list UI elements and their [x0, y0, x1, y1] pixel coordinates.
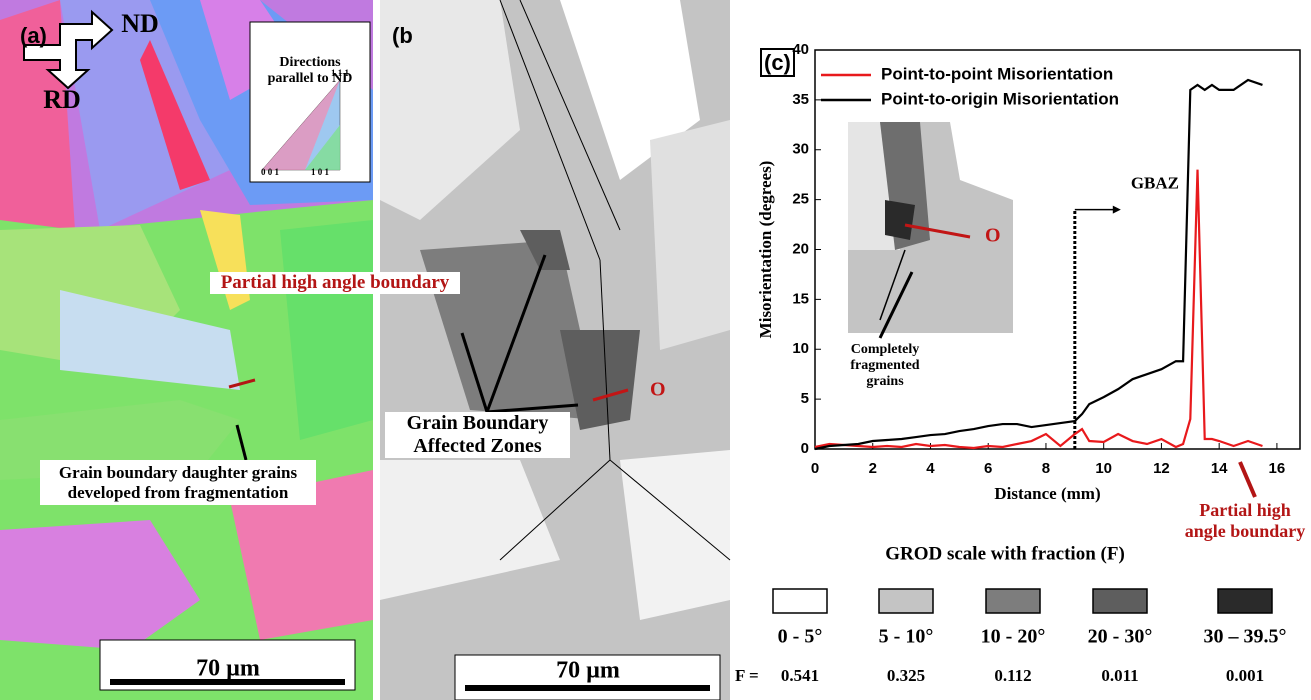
ipf-label: 1 0 1	[311, 167, 330, 177]
scale-bar-label: 70 µm	[196, 656, 260, 682]
y-axis-label: Misorientation (degrees)	[756, 161, 775, 339]
grod-fraction: 0.001	[1226, 666, 1264, 685]
nd-label: ND	[121, 9, 159, 38]
x-tick-label: 6	[984, 460, 992, 477]
x-tick-label: 8	[1042, 460, 1050, 477]
origin-label: O	[650, 379, 666, 401]
x-tick-label: 10	[1095, 460, 1112, 477]
x-tick-label: 0	[811, 460, 819, 477]
boundary-annotation: Partial high angle boundary	[1180, 500, 1310, 541]
ipf-label: 0 0 1	[261, 167, 280, 177]
grod-title: GROD scale with fraction (F)	[885, 543, 1125, 564]
x-tick-label: 14	[1211, 460, 1228, 477]
scale-bar-label: 70 µm	[556, 658, 620, 684]
inset-origin: O	[985, 225, 1001, 247]
x-tick-label: 12	[1153, 460, 1170, 477]
legend-label: Point-to-point Misorientation	[881, 64, 1113, 83]
panel-label-text: (c)	[764, 50, 791, 75]
grod-range: 5 - 10°	[879, 626, 934, 648]
grod-fraction: 0.011	[1101, 666, 1138, 685]
annotation: Grain Boundary Affected Zones	[385, 412, 570, 458]
x-tick-label: 2	[869, 460, 877, 477]
x-axis-label: Distance (mm)	[994, 484, 1100, 503]
grod-range: 30 – 39.5°	[1204, 626, 1287, 648]
legend-label: Point-to-origin Misorientation	[881, 89, 1119, 108]
x-tick-label: 4	[926, 460, 935, 477]
annotation: Partial high angle boundary	[210, 272, 460, 294]
grod-range: 20 - 30°	[1088, 626, 1153, 648]
page: { "panel_a": {"label": "(a)", "nd": "ND"…	[0, 0, 1311, 700]
ipf-title: Directions parallel to ND	[255, 55, 365, 87]
y-tick-label: 0	[801, 440, 809, 457]
grod-fraction: 0.541	[781, 666, 819, 685]
grod-swatch	[986, 589, 1040, 613]
panel-label: (c)	[760, 48, 795, 77]
inset-annotation: Completely fragmented grains	[835, 342, 935, 390]
rd-label: RD	[43, 85, 81, 114]
grod-range: 10 - 20°	[981, 626, 1046, 648]
grod-swatch	[879, 589, 933, 613]
gbaz-arrowhead	[1113, 206, 1121, 214]
gbaz-label: GBAZ	[1131, 174, 1179, 193]
boundary-arrow	[1240, 462, 1255, 497]
y-tick-label: 35	[792, 91, 809, 108]
panel-label: (a)	[20, 23, 47, 48]
y-tick-label: 20	[792, 240, 809, 257]
fraction-label: F =	[735, 666, 759, 685]
grod-swatch	[1093, 589, 1147, 613]
y-tick-label: 10	[792, 340, 809, 357]
y-tick-label: 15	[792, 290, 809, 307]
grod-map	[380, 0, 730, 700]
grod-swatch	[1218, 589, 1272, 613]
figure: 05101520253035400246810121416Distance (m…	[0, 0, 1311, 700]
grod-swatch	[773, 589, 827, 613]
y-tick-label: 25	[792, 191, 809, 208]
x-tick-label: 16	[1269, 460, 1286, 477]
y-tick-label: 30	[792, 141, 809, 158]
grod-fraction: 0.112	[994, 666, 1031, 685]
panel-label: (b	[392, 23, 413, 48]
grod-range: 0 - 5°	[778, 626, 823, 648]
grod-fraction: 0.325	[887, 666, 925, 685]
y-tick-label: 5	[801, 390, 809, 407]
annotation: Grain boundary daughter grains developed…	[40, 460, 316, 505]
figure-canvas: 05101520253035400246810121416Distance (m…	[0, 0, 1311, 700]
